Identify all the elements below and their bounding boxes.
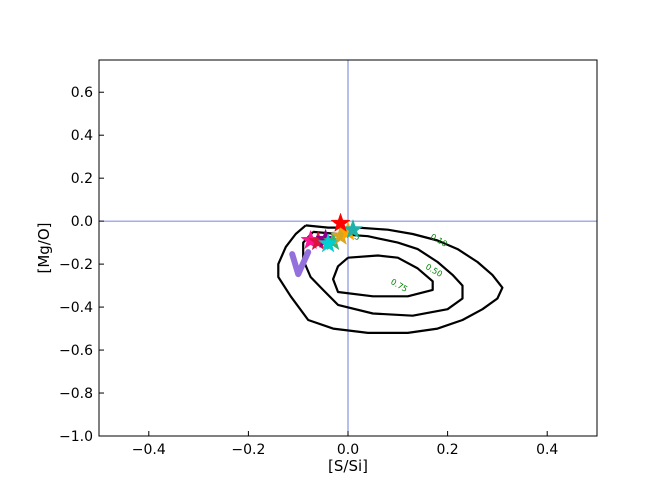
x-tick-label: −0.4 (132, 442, 166, 458)
y-tick-label: −0.4 (59, 300, 93, 316)
x-axis-ticks: −0.4 −0.2 0.0 0.2 0.4 (132, 431, 558, 458)
contour-line-0.10 (277, 224, 504, 334)
data-markers (289, 212, 364, 278)
x-tick-label: −0.2 (231, 442, 265, 458)
y-tick-label: −0.8 (59, 386, 93, 402)
y-tick-label: −0.6 (59, 343, 93, 359)
marker-check-0 (289, 249, 312, 278)
y-tick-label: 0.4 (71, 128, 93, 144)
y-tick-label: 0.2 (71, 171, 93, 187)
y-axis-ticks: −1.0 −0.8 −0.6 −0.4 −0.2 0.0 0.2 0.4 0.6 (59, 85, 104, 445)
x-tick-label: 0.4 (536, 442, 558, 458)
x-axis-label: [S/Si] (328, 457, 368, 475)
y-tick-label: −0.2 (59, 257, 93, 273)
marker-star-9 (330, 212, 351, 233)
x-tick-label: 0.0 (337, 442, 359, 458)
contour-line-0.75 (332, 254, 434, 298)
y-tick-label: 0.6 (71, 85, 93, 101)
x-tick-label: 0.2 (436, 442, 458, 458)
y-axis-label: [Mg/O] (35, 222, 53, 273)
marker-star-8 (342, 218, 364, 239)
y-tick-label: −1.0 (59, 429, 93, 445)
contour-line-0.50 (302, 230, 464, 317)
y-tick-label: 0.0 (71, 214, 93, 230)
contour-lines (277, 224, 504, 334)
marker-star-7 (317, 232, 339, 253)
